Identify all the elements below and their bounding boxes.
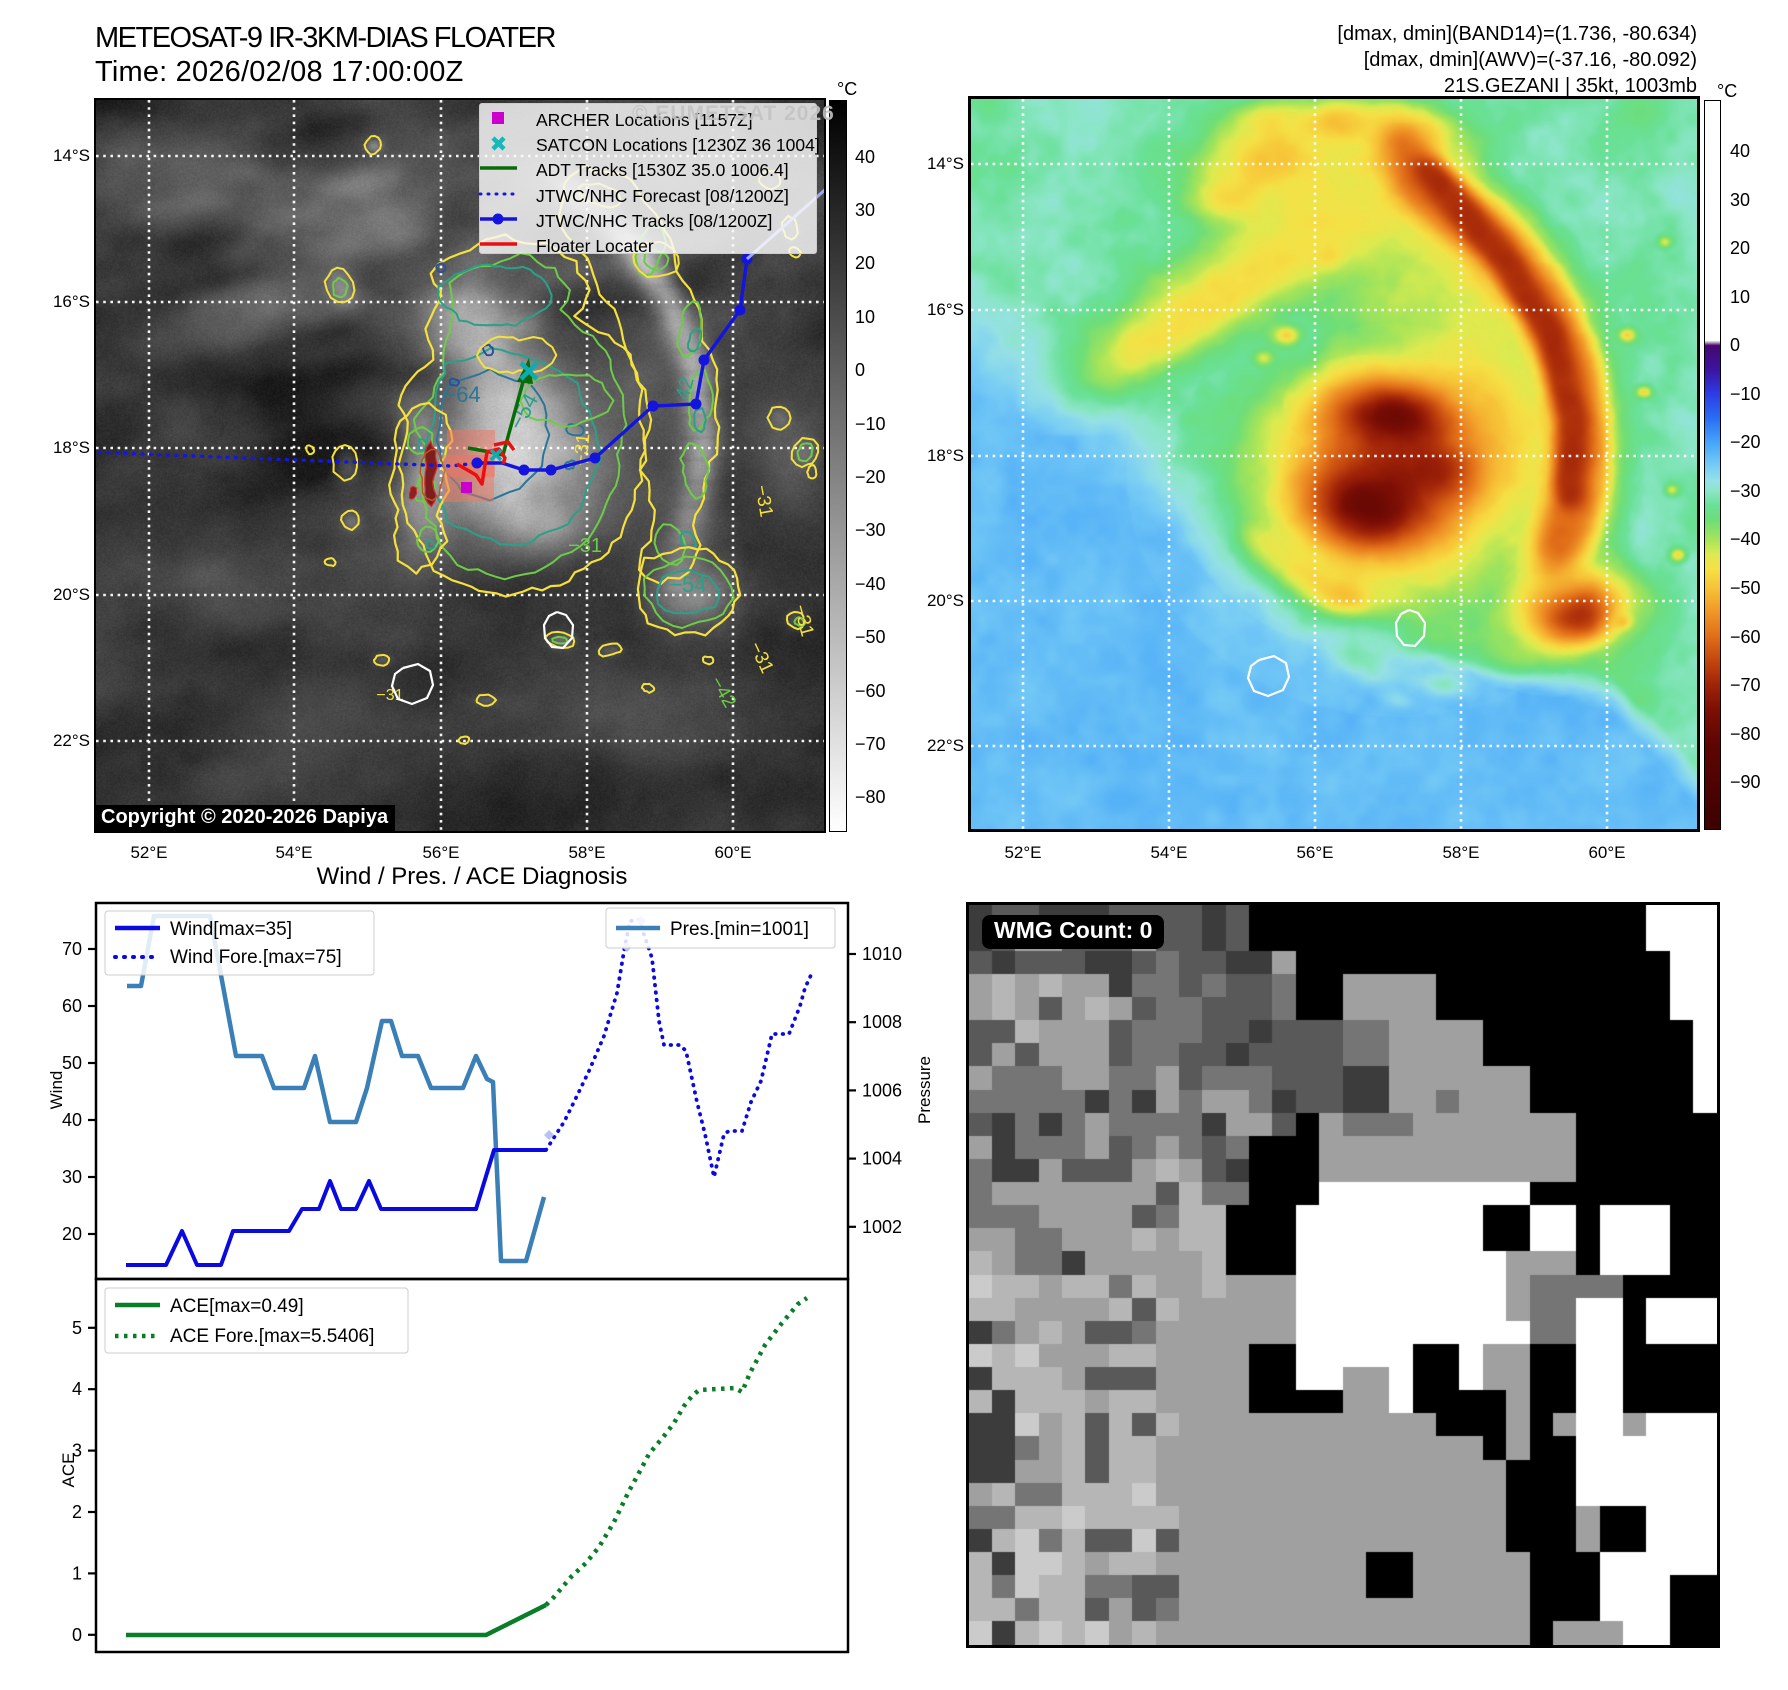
svg-text:50: 50 [62,1053,82,1073]
svg-text:Pressure: Pressure [915,1056,934,1124]
svg-text:20: 20 [62,1224,82,1244]
svg-text:−31: −31 [376,687,403,704]
svg-text:40: 40 [62,1110,82,1130]
svg-text:1010: 1010 [862,944,902,964]
svg-text:1004: 1004 [862,1149,902,1169]
svg-text:Wind / Pres. / ACE Diagnosis: Wind / Pres. / ACE Diagnosis [317,863,628,890]
svg-text:0: 0 [72,1625,82,1645]
svg-text:ACE: ACE [59,1453,78,1488]
svg-text:−31: −31 [568,535,602,557]
svg-text:−64: −64 [443,382,480,407]
svg-text:70: 70 [62,939,82,959]
svg-text:1008: 1008 [862,1012,902,1032]
svg-text:60: 60 [62,996,82,1016]
svg-text:Wind: Wind [47,1071,66,1110]
svg-text:3: 3 [72,1441,82,1461]
svg-text:−31: −31 [571,433,595,467]
svg-text:1006: 1006 [862,1080,902,1100]
svg-text:ACE Fore.[max=5.5406]: ACE Fore.[max=5.5406] [170,1326,374,1347]
svg-text:1002: 1002 [862,1217,902,1237]
svg-text:1: 1 [72,1563,82,1583]
svg-text:Wind Fore.[max=75]: Wind Fore.[max=75] [170,947,342,968]
svg-text:Wind[max=35]: Wind[max=35] [170,919,292,940]
svg-text:2: 2 [72,1502,82,1522]
svg-text:ACE[max=0.49]: ACE[max=0.49] [170,1296,304,1317]
svg-text:5: 5 [72,1318,82,1338]
svg-text:Pres.[min=1001]: Pres.[min=1001] [670,919,809,940]
svg-text:4: 4 [72,1379,82,1399]
svg-text:30: 30 [62,1167,82,1187]
svg-text:−54: −54 [669,572,706,597]
